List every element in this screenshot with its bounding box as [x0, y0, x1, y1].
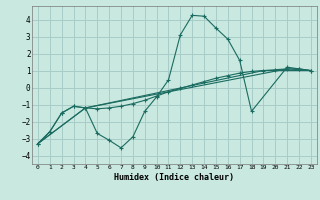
X-axis label: Humidex (Indice chaleur): Humidex (Indice chaleur) [115, 173, 234, 182]
